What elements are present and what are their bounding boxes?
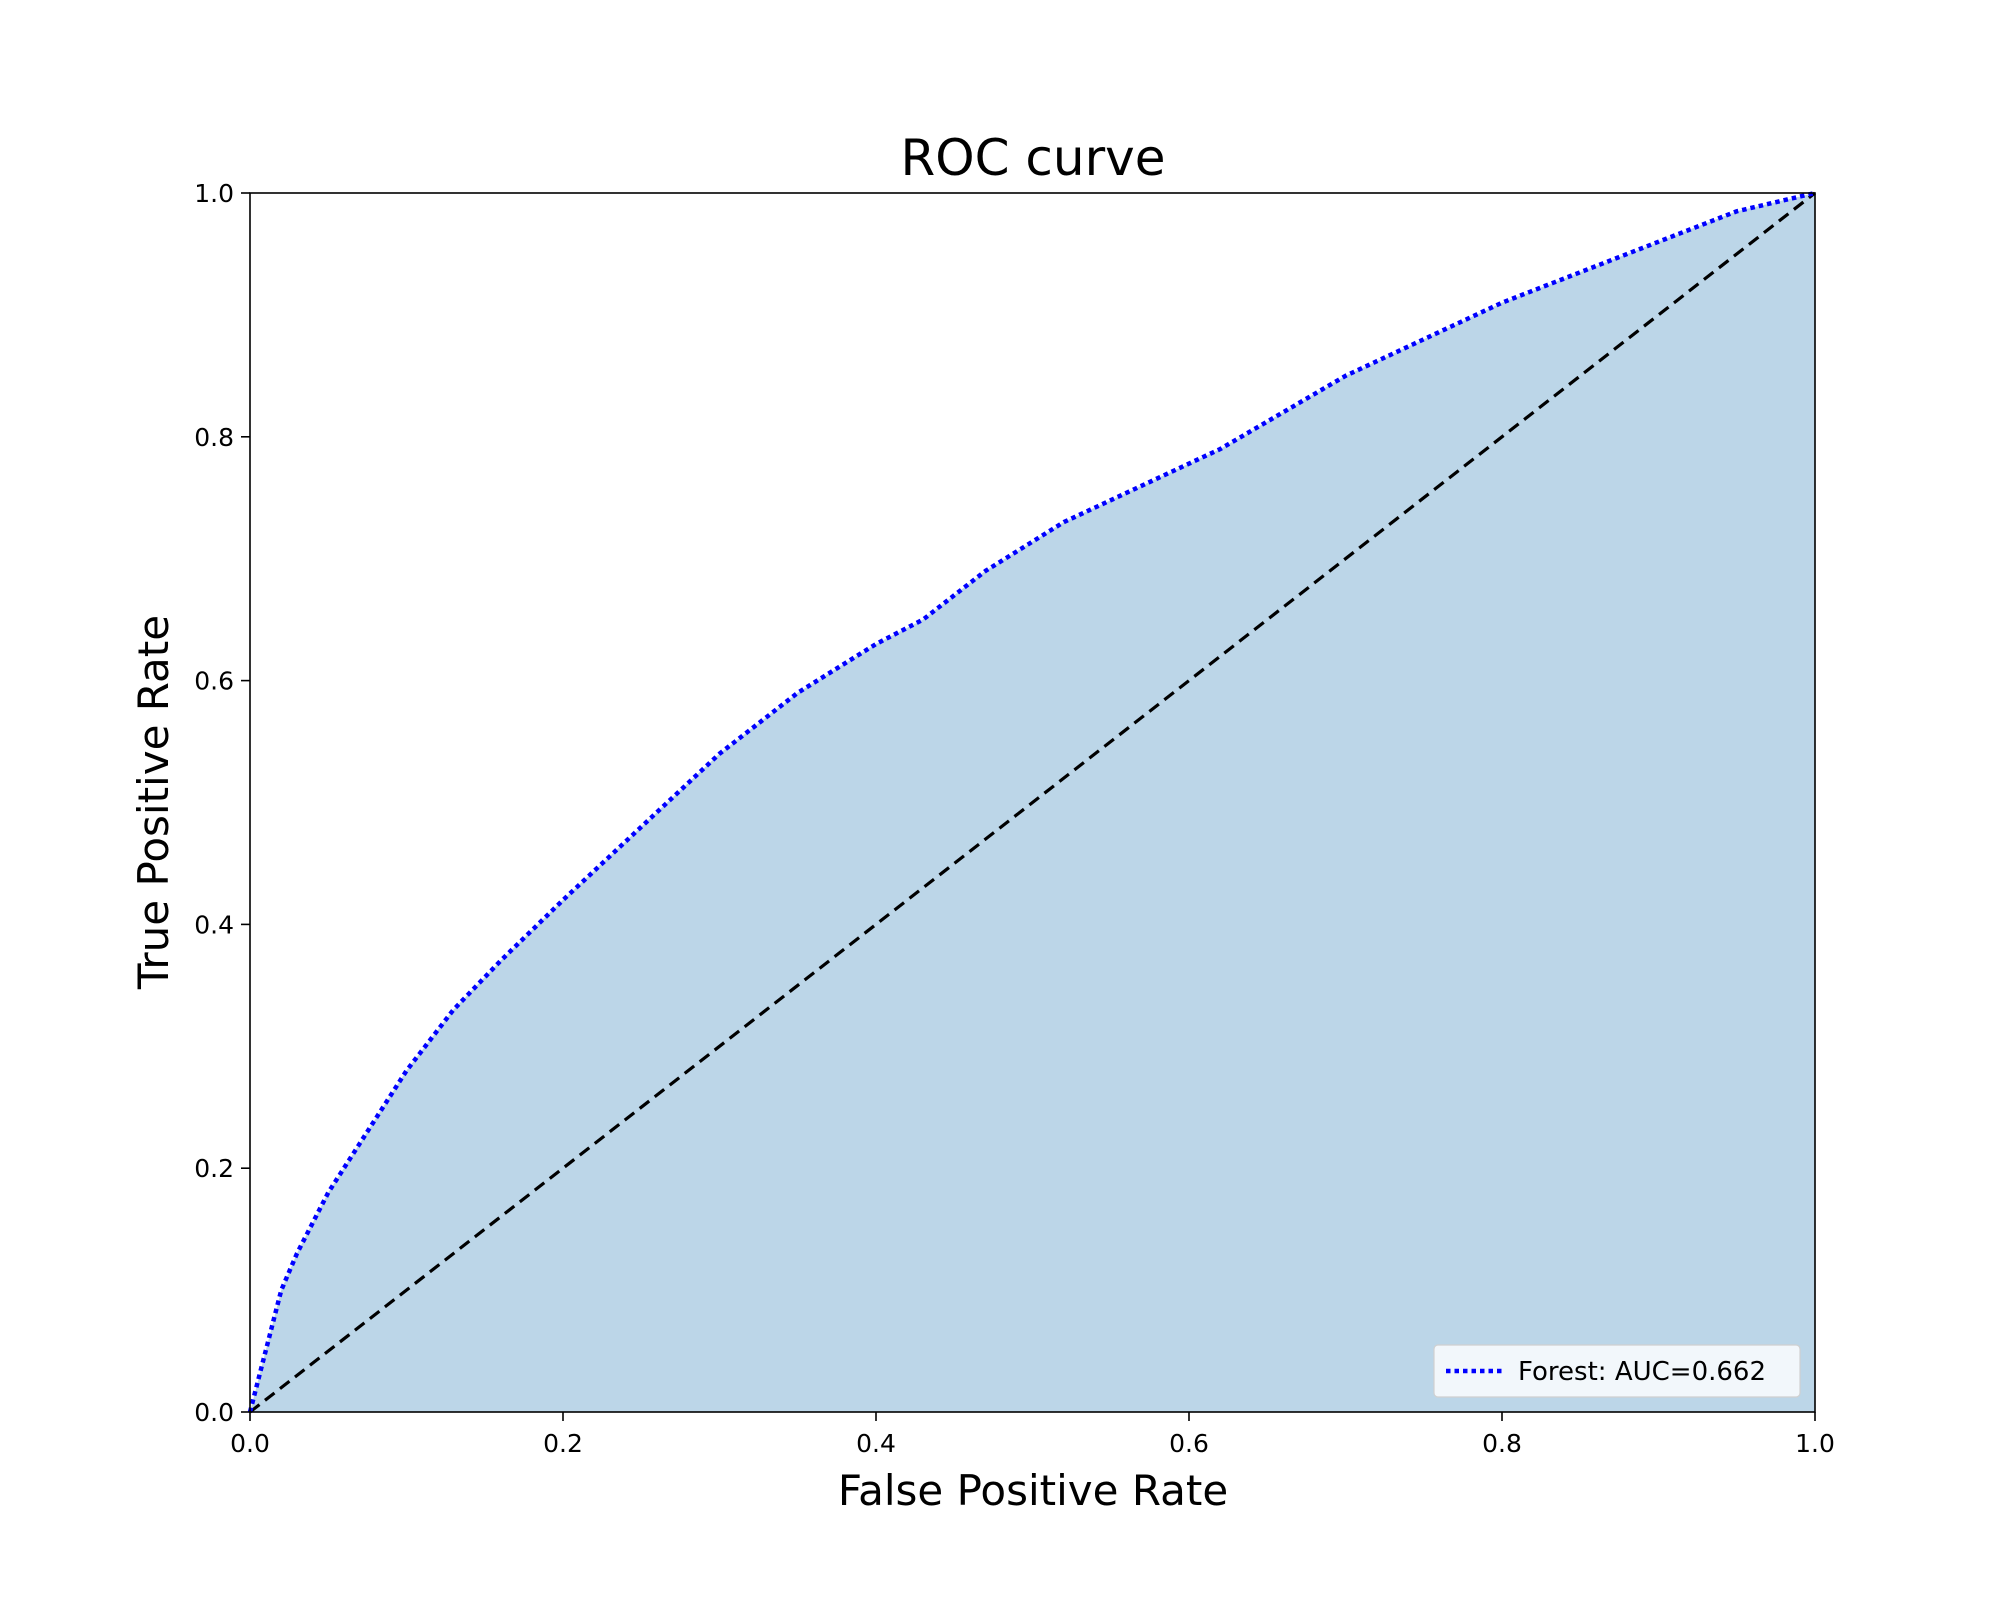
y-axis-title: True Positive Rate [129, 615, 178, 990]
y-tick-label: 0.4 [194, 910, 234, 939]
y-tick-label: 0.0 [194, 1398, 234, 1427]
x-tick-label: 0.6 [1169, 1429, 1209, 1458]
x-tick-label: 0.4 [856, 1429, 896, 1458]
axes-frame [249, 192, 1816, 1413]
plot-area [247, 190, 1816, 1414]
x-tick-label: 0.0 [230, 1429, 270, 1458]
y-tick-label: 0.2 [194, 1154, 234, 1183]
roc-curve-line [247, 190, 1816, 1413]
x-axis-title: False Positive Rate [838, 1466, 1228, 1515]
x-tick-label: 0.2 [543, 1429, 583, 1458]
chance-line [249, 191, 1816, 1414]
x-tick-label: 1.0 [1795, 1429, 1835, 1458]
axes: 0.0 0.2 0.4 0.6 0.8 1.0 0.0 0.2 0.4 0.6 0.8 1.0 [194, 179, 1835, 1458]
y-tick-label: 1.0 [194, 179, 234, 208]
legend-box [1433, 1344, 1801, 1398]
chart-title: ROC curve [901, 129, 1166, 187]
x-tick-label: 0.8 [1482, 1429, 1522, 1458]
y-tick-label: 0.6 [194, 667, 234, 696]
legend: Forest: AUC=0.662 [1433, 1344, 1801, 1398]
y-tick-label: 0.8 [194, 423, 234, 452]
legend-label-forest: Forest: AUC=0.662 [1518, 1357, 1766, 1387]
